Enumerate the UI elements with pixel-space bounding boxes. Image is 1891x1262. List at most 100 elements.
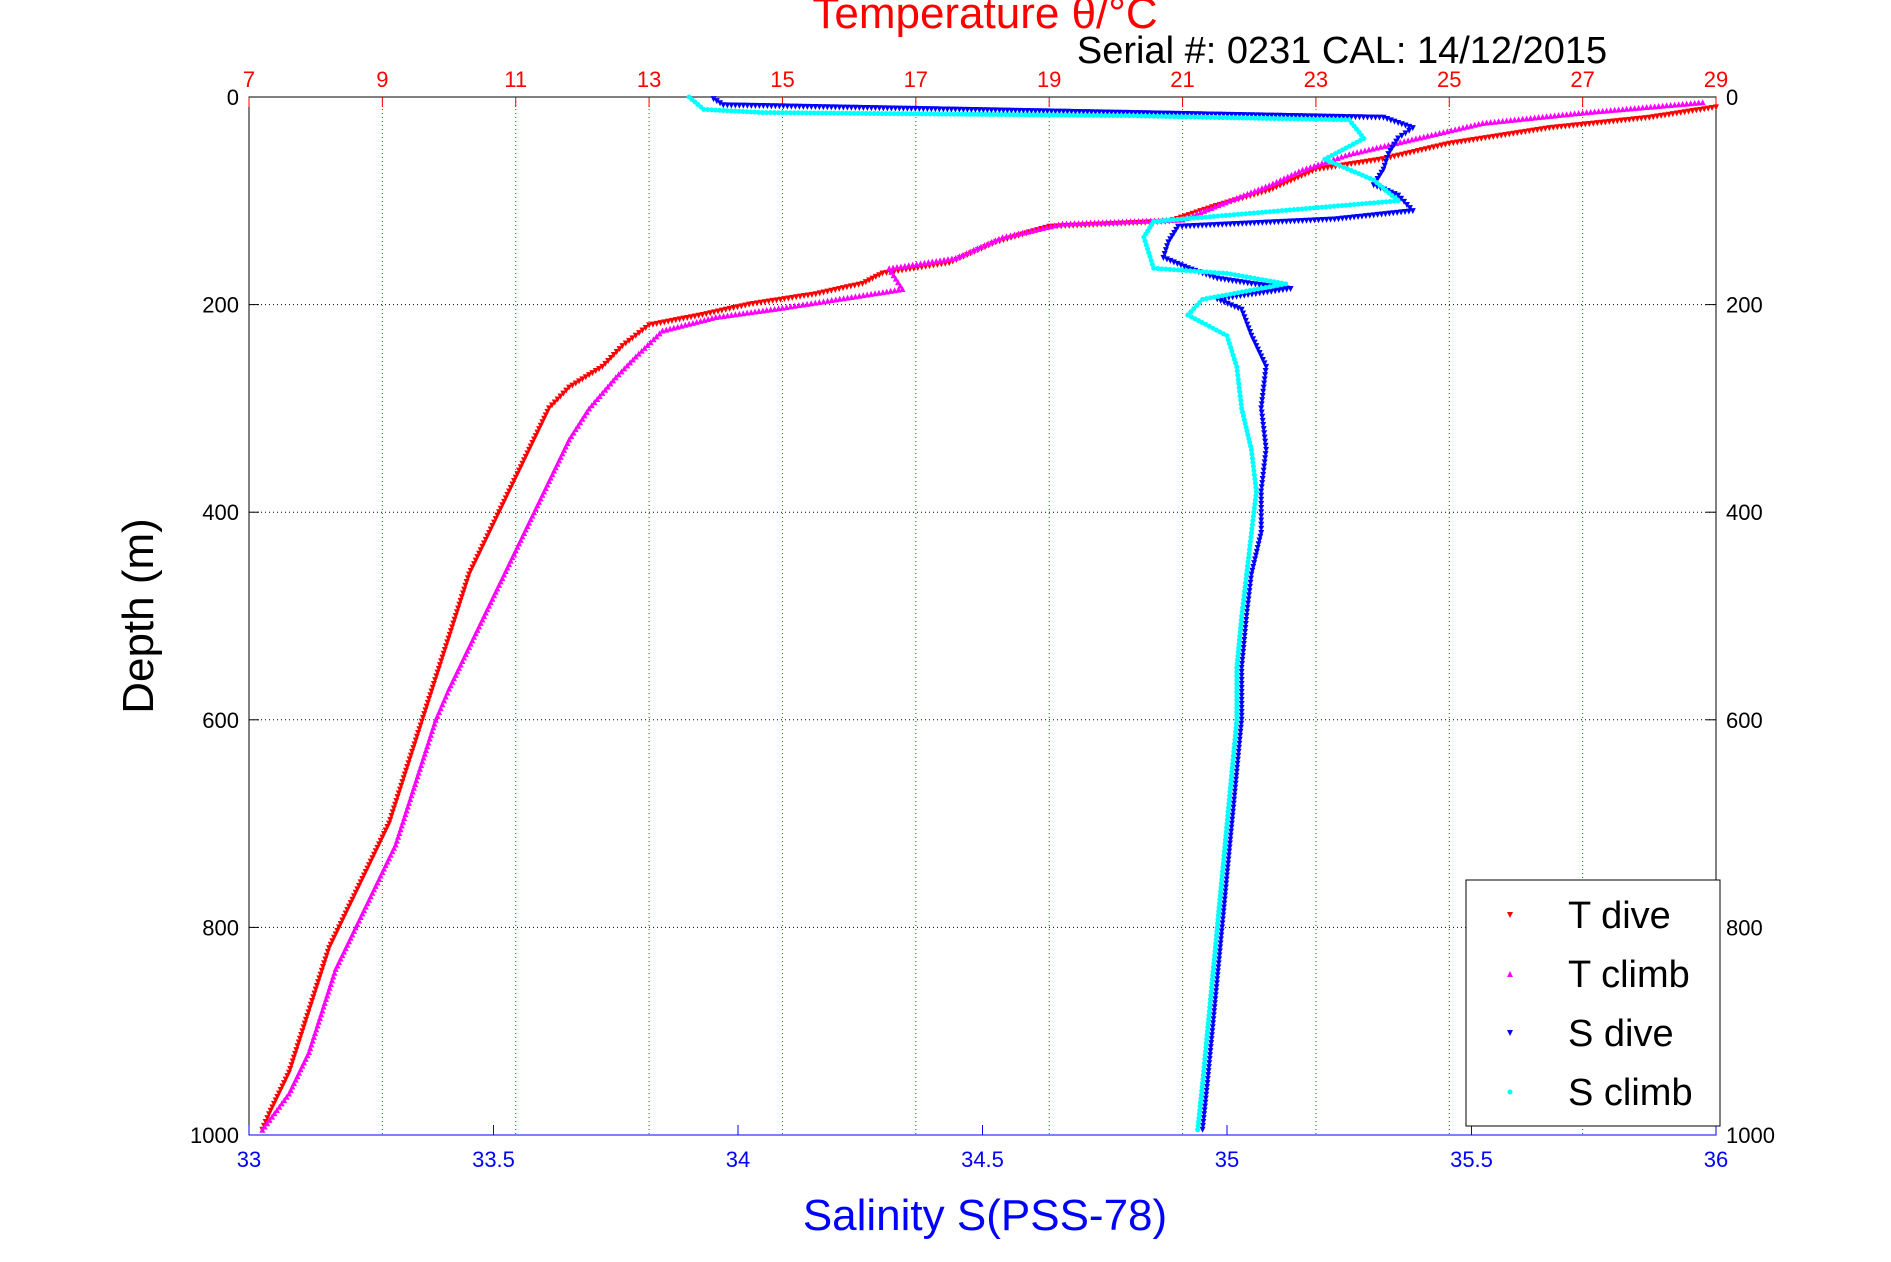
data-point — [1232, 780, 1239, 787]
data-point — [1195, 1127, 1201, 1133]
data-point — [1262, 442, 1269, 449]
data-point — [1216, 904, 1222, 910]
data-point — [1356, 114, 1363, 121]
data-point — [1206, 1060, 1213, 1067]
legend-box — [1465, 879, 1721, 1127]
data-point — [434, 669, 441, 676]
data-point — [1260, 471, 1267, 478]
data-point — [290, 1054, 297, 1061]
data-point — [1231, 745, 1237, 751]
data-point — [1227, 836, 1234, 843]
data-point — [1248, 332, 1255, 339]
data-point — [1234, 677, 1240, 683]
data-point — [546, 405, 553, 412]
data-point — [1155, 266, 1161, 272]
data-point — [1223, 292, 1229, 298]
data-point — [577, 419, 584, 426]
data-point — [895, 286, 902, 293]
data-point — [427, 692, 434, 699]
data-point — [1364, 114, 1371, 121]
data-point — [1088, 109, 1095, 116]
data-point — [1201, 1103, 1208, 1110]
data-point — [1398, 195, 1405, 202]
data-point — [1220, 904, 1227, 911]
data-point — [1122, 113, 1128, 119]
data-point — [1231, 749, 1237, 755]
data-point — [570, 429, 577, 436]
data-point — [1634, 116, 1641, 123]
data-point — [824, 297, 831, 304]
data-point — [1198, 1096, 1204, 1102]
data-point — [1134, 113, 1140, 119]
data-point — [1238, 700, 1245, 707]
data-point — [1368, 114, 1375, 121]
data-point — [307, 1001, 314, 1008]
data-point — [1308, 113, 1315, 120]
data-point — [436, 662, 443, 669]
data-point — [1175, 114, 1181, 120]
data-point — [1263, 363, 1270, 370]
data-point — [277, 1087, 284, 1094]
data-point — [1152, 110, 1159, 117]
data-point — [1618, 117, 1625, 124]
data-point — [816, 298, 823, 305]
data-point — [1258, 405, 1265, 412]
data-point — [1202, 1056, 1208, 1062]
data-point — [1248, 530, 1254, 536]
data-point — [1262, 368, 1269, 375]
data-point — [1261, 459, 1268, 466]
data-point — [1226, 801, 1232, 807]
data-point — [1233, 772, 1240, 779]
data-point — [843, 110, 849, 116]
data-point — [400, 775, 407, 782]
data-point — [1197, 1103, 1203, 1109]
data-point — [1377, 143, 1384, 150]
data-point — [848, 293, 855, 300]
data-point — [713, 107, 719, 113]
data-point — [1223, 880, 1230, 887]
data-point — [1200, 269, 1206, 275]
data-point — [783, 304, 790, 311]
data-point — [1201, 1060, 1207, 1066]
data-point — [1543, 113, 1550, 120]
data-point — [1287, 207, 1293, 213]
data-point — [1554, 124, 1561, 131]
data-point — [1197, 1107, 1203, 1113]
data-point — [1024, 108, 1031, 115]
data-point — [960, 106, 967, 113]
data-point — [1217, 896, 1223, 902]
data-point — [1240, 192, 1247, 199]
data-point — [1103, 219, 1110, 226]
data-point — [452, 613, 459, 619]
data-point — [1258, 185, 1265, 192]
data-point — [911, 111, 917, 117]
data-point — [1319, 116, 1325, 122]
data-point — [1175, 223, 1182, 230]
data-point — [844, 294, 851, 301]
data-point — [771, 110, 777, 116]
data-point — [1234, 697, 1240, 703]
data-point — [1583, 109, 1590, 116]
data-point — [1160, 110, 1167, 117]
data-point — [1162, 247, 1169, 254]
data-point — [1238, 676, 1245, 683]
data-point — [1247, 220, 1254, 227]
data-point — [504, 491, 511, 498]
data-point — [526, 446, 533, 453]
data-point — [1202, 1099, 1209, 1106]
data-point — [1094, 112, 1100, 118]
data-point — [959, 111, 965, 117]
data-point — [1238, 617, 1244, 623]
data-point — [1230, 808, 1237, 815]
depth-tick-label-left: 0 — [227, 85, 239, 110]
data-point — [1579, 109, 1586, 116]
data-point — [1207, 222, 1214, 229]
salinity-tick-label: 33.5 — [472, 1147, 515, 1172]
data-point — [1237, 389, 1243, 395]
data-point — [1436, 130, 1443, 137]
data-point — [621, 365, 628, 372]
data-point — [1479, 119, 1486, 126]
data-point — [972, 107, 979, 114]
data-point — [1096, 109, 1103, 116]
data-point — [1235, 376, 1241, 382]
